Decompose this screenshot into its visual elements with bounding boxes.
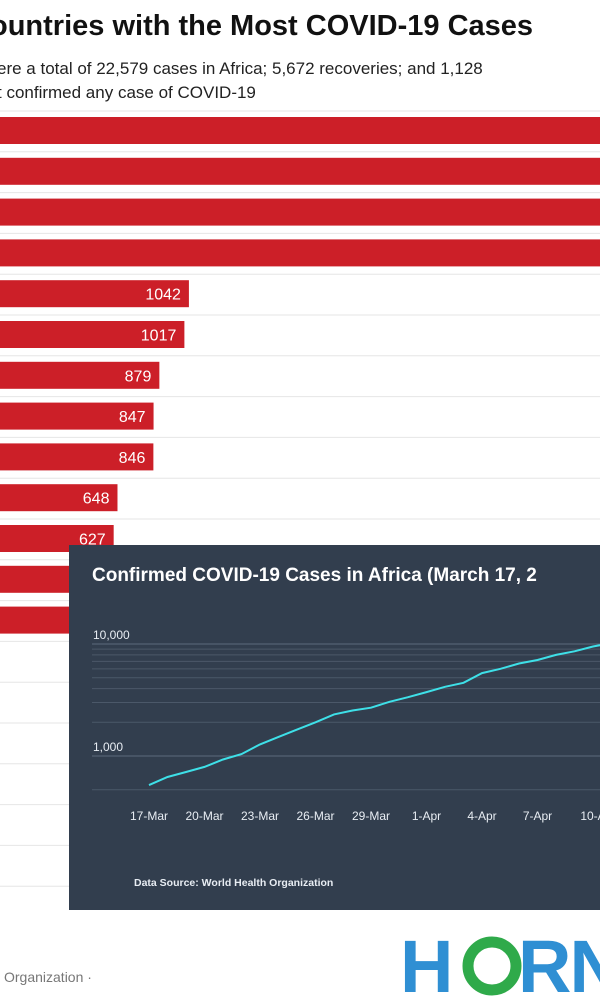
series-line — [148, 644, 600, 787]
x-tick-label: 1-Apr — [412, 809, 441, 823]
footer-source: Organization · — [4, 969, 92, 985]
bar — [0, 321, 185, 348]
x-tick-label: 26-Mar — [296, 809, 334, 823]
x-tick-label: 4-Apr — [467, 809, 496, 823]
bar — [0, 484, 118, 512]
horn-logo: H RN — [400, 926, 600, 1000]
bar — [0, 402, 154, 430]
logo-text-rest: RN — [518, 926, 600, 1000]
bar — [0, 361, 160, 389]
subtitle-line: t confirmed any case of COVID-19 — [0, 83, 256, 102]
x-tick-label: 17-Mar — [130, 809, 168, 823]
line-chart: 1,000 10,000 17-Mar 20-Mar 23-Mar 26-Mar 29-Ma… — [92, 628, 600, 823]
bar — [0, 443, 154, 471]
subtitle-line: ere a total of 22,579 cases in Africa; 5… — [0, 59, 483, 78]
bar-value-label: 1017 — [141, 328, 177, 345]
x-tick-label: 20-Mar — [185, 809, 223, 823]
logo-o-ring — [462, 936, 522, 996]
inset-data-source: Data Source: World Health Organization — [134, 877, 334, 889]
bar-value-label: 879 — [125, 368, 152, 385]
x-tick-label: 29-Mar — [352, 809, 390, 823]
bar — [0, 239, 600, 267]
x-tick-label: 23-Mar — [241, 809, 279, 823]
inset-chart-panel: 1,000 10,000 17-Mar 20-Mar 23-Mar 26-Mar 29-Ma… — [69, 545, 600, 910]
y-tick-label: 1,000 — [93, 740, 123, 754]
bar-value-label: 627 — [79, 532, 106, 549]
bar-value-label: 1042 — [145, 287, 181, 304]
x-tick-label: 10-A — [580, 809, 600, 823]
chart-title: ountries with the Most COVID-19 Cases — [0, 10, 534, 42]
chart-subtitle: ere a total of 22,579 cases in Africa; 5… — [0, 57, 600, 105]
bar-value-label: 847 — [119, 409, 146, 426]
logo-text: H — [400, 926, 451, 1000]
x-tick-label: 7-Apr — [523, 809, 552, 823]
bar-value-label: 648 — [83, 491, 110, 508]
bar — [0, 280, 189, 308]
bar — [0, 117, 600, 144]
bar — [0, 157, 600, 185]
bar — [0, 198, 600, 226]
inset-chart-title: Confirmed COVID-19 Cases in Africa (Marc… — [92, 565, 537, 586]
bar-value-label: 846 — [119, 450, 146, 467]
y-tick-label: 10,000 — [93, 628, 130, 642]
